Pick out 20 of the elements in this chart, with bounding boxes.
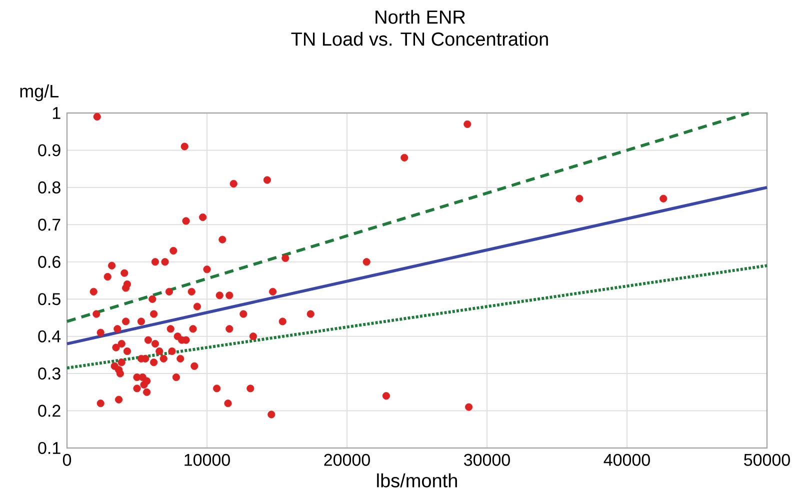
chart-subtitle: TN Load vs. TN Concentration	[291, 32, 548, 46]
chart-title: North ENR	[376, 10, 466, 24]
x-axis-title: lbs/month	[377, 473, 457, 488]
y-tick-label: 0.8	[38, 181, 60, 194]
y-tick-label: 0.3	[38, 368, 60, 380]
x-tick-label: 40000	[604, 454, 650, 466]
y-tick-label: 0.5	[38, 293, 60, 306]
x-tick-label: 30000	[464, 454, 510, 466]
y-tick-label: 0.9	[38, 144, 60, 156]
x-tick-label: 10000	[184, 454, 230, 466]
x-tick-label: 0	[62, 454, 72, 466]
y-tick-label: 0.7	[38, 218, 60, 231]
x-tick-label: 20000	[324, 454, 370, 466]
y-tick-label: 0.6	[38, 256, 60, 268]
y-tick-label: 0.2	[38, 404, 60, 417]
y-tick-label: 1	[52, 107, 60, 119]
y-axis-title: mg/L	[20, 84, 59, 102]
x-tick-label: 50000	[744, 454, 790, 466]
y-tick-label: 0.4	[38, 330, 61, 342]
y-tick-label: 0.1	[38, 442, 60, 454]
